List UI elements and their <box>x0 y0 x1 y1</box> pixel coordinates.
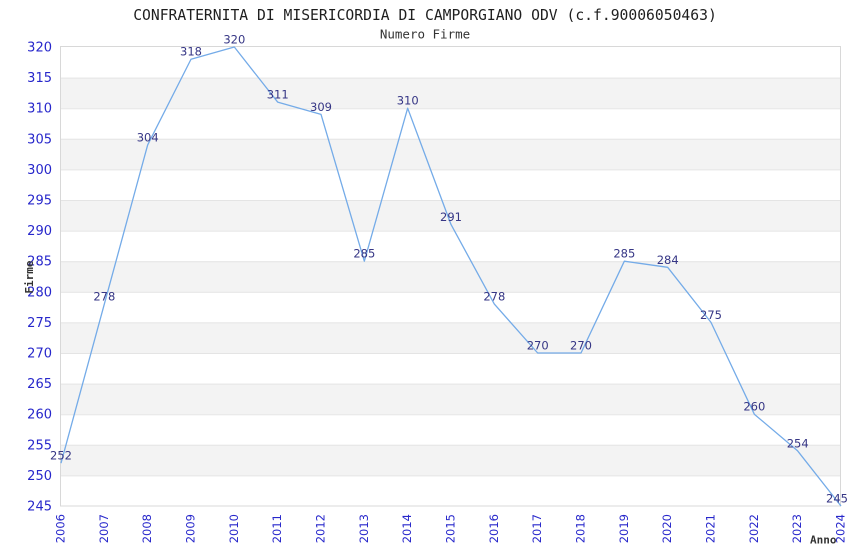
point-label: 278 <box>483 290 505 304</box>
y-tick-label: 270 <box>27 347 52 362</box>
point-label: 245 <box>826 492 848 506</box>
x-tick-label: 2014 <box>400 514 414 543</box>
series-line <box>60 46 842 507</box>
y-tick-label: 265 <box>27 377 52 392</box>
y-tick-label: 250 <box>27 469 52 484</box>
x-tick-label: 2011 <box>270 514 284 543</box>
x-tick-label: 2017 <box>530 514 544 543</box>
x-axis-title: Anno <box>810 534 837 547</box>
plot-band <box>61 383 841 415</box>
y-tick-label: 260 <box>27 408 52 423</box>
point-label: 310 <box>397 94 419 108</box>
x-tick-label: 2024 <box>834 514 848 543</box>
x-tick-label: 2007 <box>97 514 111 543</box>
point-label: 252 <box>50 449 72 463</box>
point-label: 270 <box>527 339 549 353</box>
x-tick-label: 2019 <box>617 514 631 543</box>
plot-border <box>60 46 841 507</box>
point-label: 284 <box>657 253 679 267</box>
point-label: 254 <box>787 436 809 450</box>
plot-band <box>61 77 841 109</box>
x-tick-label: 2009 <box>184 514 198 543</box>
y-tick-label: 255 <box>27 438 52 453</box>
plot-bands <box>61 77 841 476</box>
gridlines <box>61 77 841 477</box>
point-label: 291 <box>440 210 462 224</box>
x-tick-label: 2022 <box>747 514 761 543</box>
x-tick-label: 2010 <box>227 514 241 543</box>
x-tick-label: 2013 <box>357 514 371 543</box>
plot-band <box>61 444 841 476</box>
y-tick-label: 315 <box>27 71 52 86</box>
x-tick-label: 2018 <box>574 514 588 543</box>
y-axis-title: Firme <box>23 260 36 293</box>
y-axis-tick-labels: 245 250 255 260 265 270 275 280 285 290 295 300 305 3… <box>27 41 52 515</box>
point-label: 285 <box>613 247 635 261</box>
x-tick-label: 2012 <box>314 514 328 543</box>
x-tick-label: 2023 <box>790 514 804 543</box>
point-label: 311 <box>267 88 289 102</box>
chart-title: CONFRATERNITA DI MISERICORDIA DI CAMPORG… <box>133 7 717 24</box>
y-tick-label: 310 <box>27 102 52 117</box>
y-tick-label: 290 <box>27 224 52 239</box>
point-label: 304 <box>137 130 159 144</box>
x-tick-label: 2006 <box>54 514 68 543</box>
x-tick-label: 2016 <box>487 514 501 543</box>
point-labels: 252 278 304 318 320 311 309 285 310 291 278 270 270 2… <box>50 33 848 506</box>
point-label: 285 <box>353 247 375 261</box>
plot-band <box>61 322 841 353</box>
x-tick-label: 2021 <box>704 514 718 543</box>
point-label: 270 <box>570 339 592 353</box>
y-tick-label: 305 <box>27 132 52 147</box>
x-tick-label: 2015 <box>444 514 458 543</box>
point-label: 275 <box>700 308 722 322</box>
point-label: 320 <box>223 33 245 47</box>
y-tick-label: 295 <box>27 194 52 209</box>
x-axis-tick-labels: 2006 2007 2008 2009 2010 2011 2012 2013 2014 2015… <box>54 514 848 543</box>
x-tick-label: 2020 <box>660 514 674 543</box>
y-tick-label: 320 <box>27 41 52 56</box>
plot-band <box>61 138 841 170</box>
chart-subtitle: Numero Firme <box>380 27 470 42</box>
x-tick-label: 2008 <box>140 514 154 543</box>
point-label: 309 <box>310 100 332 114</box>
y-tick-label: 285 <box>27 255 52 270</box>
y-tick-label: 280 <box>27 285 52 300</box>
plot-band <box>61 261 841 292</box>
y-tick-label: 275 <box>27 316 52 331</box>
point-label: 318 <box>180 45 202 59</box>
point-label: 278 <box>93 290 115 304</box>
y-tick-label: 245 <box>27 500 52 515</box>
point-label: 260 <box>743 400 765 414</box>
y-tick-label: 300 <box>27 163 52 178</box>
